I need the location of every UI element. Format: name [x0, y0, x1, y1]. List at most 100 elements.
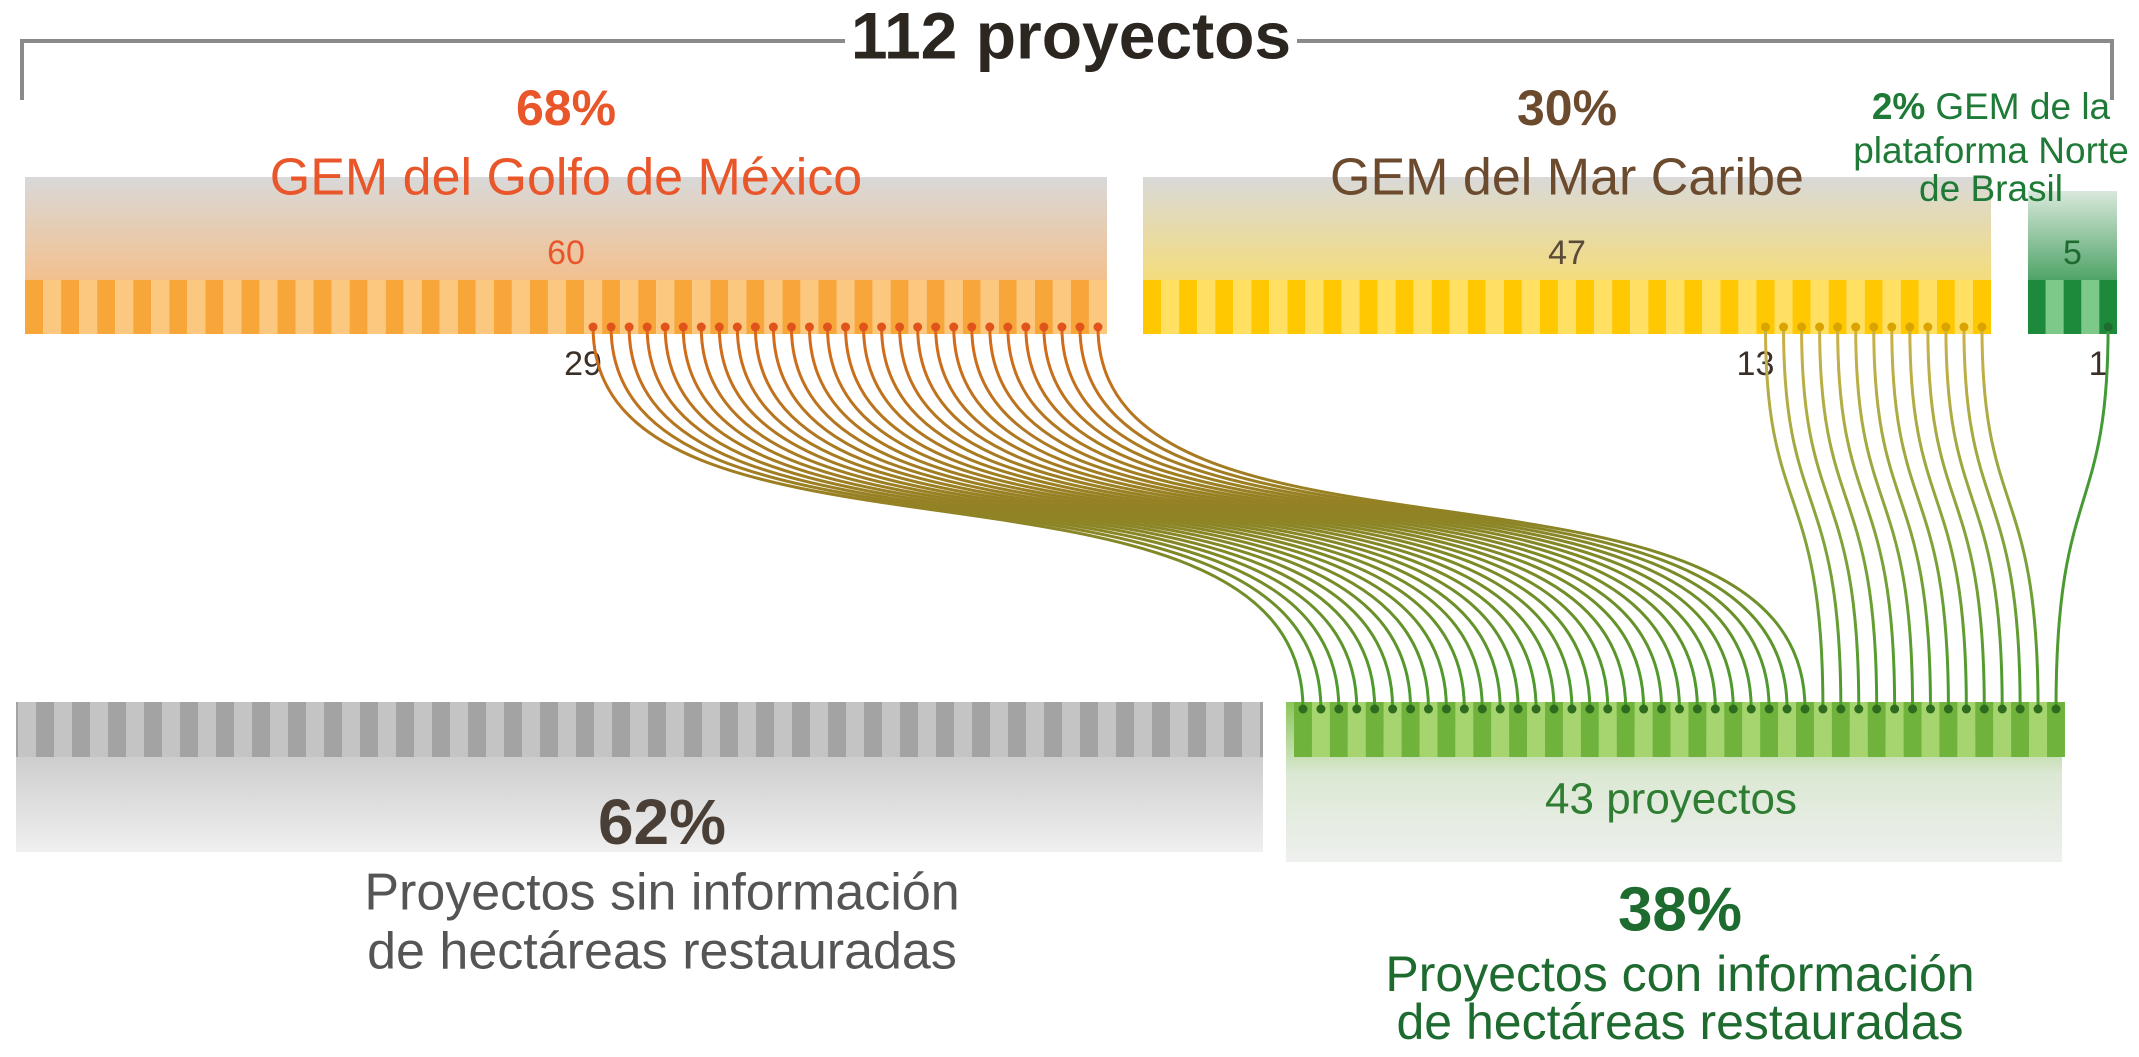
- stripe: [1455, 702, 1474, 757]
- source-dot: [1093, 322, 1103, 332]
- region-name: GEM del Mar Caribe: [1330, 149, 1804, 207]
- target-dot: [1621, 704, 1631, 714]
- stripe: [1251, 280, 1270, 334]
- target-dot: [1818, 704, 1828, 714]
- stripe: [890, 280, 909, 334]
- link: [1078, 326, 1789, 710]
- link: [699, 326, 1413, 710]
- source-dot: [714, 322, 724, 332]
- stripe: [2011, 702, 2030, 757]
- link: [753, 326, 1466, 710]
- stripe: [2045, 280, 2064, 334]
- stripe: [1885, 702, 1904, 757]
- stripe: [944, 280, 963, 334]
- source-dot: [1833, 322, 1843, 332]
- target-dot: [2033, 704, 2043, 714]
- link: [1854, 326, 1915, 710]
- link: [988, 326, 1699, 710]
- stripe: [1545, 702, 1563, 757]
- stripe: [1562, 702, 1581, 757]
- link: [970, 326, 1681, 710]
- region-heading: 2% GEM de la: [1872, 86, 2111, 127]
- source-dot: [1851, 322, 1861, 332]
- stripe: [1491, 702, 1510, 757]
- region-stripes: [1143, 280, 1991, 334]
- stripe: [1921, 702, 1940, 757]
- target-dot: [1441, 704, 1451, 714]
- region-name: plataforma Norte: [1853, 130, 2129, 171]
- stripe: [1365, 702, 1384, 757]
- stripe: [800, 280, 819, 334]
- target-dot: [1585, 704, 1595, 714]
- link: [2054, 326, 2110, 710]
- stripe: [1900, 280, 1919, 334]
- stripe: [277, 280, 296, 334]
- target-dot: [1495, 704, 1505, 714]
- stripe: [1287, 280, 1306, 334]
- stripe: [1347, 702, 1366, 757]
- stripe: [1052, 280, 1071, 334]
- source-dot: [1057, 322, 1067, 332]
- stripe: [2029, 702, 2048, 757]
- stripe: [782, 280, 801, 334]
- stripe: [1778, 702, 1797, 757]
- stripe: [1503, 280, 1522, 334]
- title: 112 proyectos: [851, 0, 1291, 72]
- source-dot: [642, 322, 652, 332]
- stripe: [403, 280, 422, 334]
- stripe: [2047, 702, 2065, 757]
- source-dot: [985, 322, 995, 332]
- stripe: [1756, 280, 1775, 334]
- stripe: [1269, 280, 1288, 334]
- source-dot: [1779, 322, 1789, 332]
- link: [717, 326, 1430, 710]
- stripe: [2028, 280, 2046, 334]
- stripe: [2063, 280, 2082, 334]
- stripe: [746, 280, 765, 334]
- stripe: [1670, 702, 1689, 757]
- source-dot: [822, 322, 832, 332]
- stripe: [602, 280, 621, 334]
- stripe: [1034, 280, 1053, 334]
- stripe: [710, 280, 729, 334]
- target-dot: [1657, 704, 1667, 714]
- stripe: [1539, 280, 1558, 334]
- link: [771, 326, 1484, 710]
- target-dot: [1710, 704, 1720, 714]
- target-dot: [1800, 704, 1810, 714]
- link: [1890, 326, 1950, 710]
- region-with-info: 1: [2089, 345, 2108, 383]
- stripe: [1684, 280, 1703, 334]
- stripe: [1993, 702, 2012, 757]
- target-dot: [1872, 704, 1882, 714]
- dots: [588, 322, 2113, 714]
- target-dot: [1567, 704, 1577, 714]
- target-dot: [1979, 704, 1989, 714]
- stripe: [1179, 280, 1198, 334]
- target-dot: [1692, 704, 1702, 714]
- stripe: [1738, 280, 1757, 334]
- stripe: [331, 280, 350, 334]
- stripe: [998, 280, 1017, 334]
- stripe: [566, 280, 585, 334]
- stripe: [980, 280, 999, 334]
- stripe: [1233, 280, 1252, 334]
- link: [1908, 326, 1968, 710]
- stripe: [1706, 702, 1725, 757]
- region-box: [1143, 177, 1991, 280]
- stripe: [1903, 702, 1922, 757]
- target-dot: [1782, 704, 1792, 714]
- link: [789, 326, 1502, 710]
- region-total: 5: [2063, 234, 2082, 272]
- stripe: [367, 280, 386, 334]
- stripe: [692, 280, 711, 334]
- stripe: [1813, 702, 1832, 757]
- stripe: [259, 280, 278, 334]
- region-box: [25, 177, 1107, 280]
- target-dot: [1406, 704, 1416, 714]
- stripe: [1831, 702, 1850, 757]
- stripe: [241, 280, 260, 334]
- stripe: [1088, 280, 1107, 334]
